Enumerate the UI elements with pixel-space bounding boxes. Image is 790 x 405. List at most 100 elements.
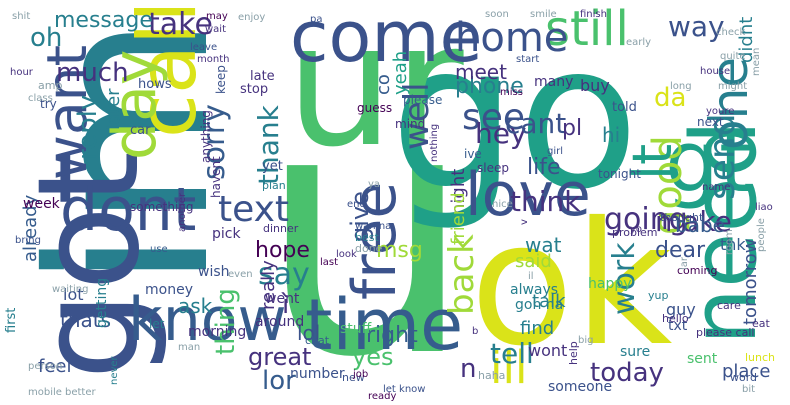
- word: say: [258, 257, 310, 292]
- word: talk: [532, 291, 566, 312]
- word: wont: [528, 341, 568, 360]
- word: mind: [395, 117, 426, 131]
- word: home: [455, 15, 569, 61]
- word: word: [730, 371, 758, 384]
- word: friend: [448, 192, 469, 245]
- word: another: [177, 192, 188, 232]
- word: said: [515, 251, 552, 272]
- word: co: [373, 74, 394, 95]
- word: gon na: [515, 297, 564, 313]
- word: best: [355, 231, 379, 244]
- word: happy: [588, 276, 632, 292]
- word: feel: [38, 356, 72, 377]
- word: yeah: [390, 50, 411, 95]
- word: babe: [675, 213, 725, 237]
- word: yet: [262, 159, 283, 174]
- word: today: [590, 358, 664, 388]
- word: pl: [562, 116, 583, 141]
- word: wish: [198, 264, 230, 280]
- word: going: [604, 202, 688, 237]
- word: check: [716, 27, 746, 38]
- word: hour: [10, 67, 33, 78]
- word: keep: [214, 65, 228, 94]
- word: back: [442, 234, 482, 315]
- word: next: [697, 115, 724, 129]
- word: use: [150, 244, 168, 255]
- word: something: [130, 200, 194, 214]
- word: please: [403, 93, 443, 107]
- word: go: [390, 1, 640, 234]
- word: hi: [602, 123, 621, 147]
- word: il: [528, 271, 534, 282]
- word: oh: [30, 23, 63, 53]
- word: wait: [205, 24, 227, 35]
- word: tell: [490, 337, 534, 370]
- word: ì: [282, 290, 290, 320]
- word: dear: [655, 238, 706, 263]
- word: n: [460, 354, 477, 384]
- word: waiting: [52, 284, 89, 295]
- word: ready: [368, 391, 397, 402]
- word: last: [320, 257, 339, 268]
- word: u: [258, 36, 474, 405]
- word: early: [626, 37, 652, 48]
- word: lar: [679, 256, 690, 270]
- word: dont: [60, 175, 197, 245]
- word: hey: [475, 117, 527, 150]
- word: think: [510, 185, 581, 218]
- word: bring: [15, 235, 41, 246]
- word: might: [718, 81, 748, 92]
- word: sleep: [477, 161, 509, 175]
- word: v: [519, 219, 530, 225]
- word: ur: [286, 0, 464, 185]
- word: gt: [665, 113, 753, 212]
- word: lor: [262, 366, 296, 396]
- word: txt: [668, 318, 688, 334]
- word: mobile: [28, 387, 62, 398]
- word: know: [128, 285, 287, 355]
- word: care: [717, 299, 741, 312]
- word: reply: [73, 94, 103, 160]
- word: way: [668, 10, 725, 43]
- word: phone: [455, 74, 524, 99]
- word: week: [23, 196, 60, 212]
- word: leave: [190, 42, 218, 53]
- word: money: [145, 282, 193, 298]
- word: sent: [687, 351, 718, 367]
- word: girl: [547, 146, 564, 157]
- word: ask: [178, 294, 213, 318]
- word: youre: [706, 106, 735, 117]
- word: eat: [752, 317, 770, 330]
- word: car: [130, 123, 151, 138]
- word: better: [65, 387, 96, 398]
- word: wat: [525, 233, 562, 257]
- word: msg: [376, 238, 423, 263]
- word: tonight: [598, 167, 641, 181]
- word: later: [103, 88, 124, 130]
- word: mean: [751, 47, 762, 76]
- word: stop: [240, 82, 269, 97]
- word: month: [197, 54, 230, 65]
- word: start: [516, 54, 540, 65]
- word: let: [149, 317, 165, 331]
- word: done: [355, 242, 383, 255]
- word: see: [462, 97, 526, 138]
- word: late: [250, 69, 275, 84]
- word: big: [578, 335, 594, 346]
- word: person: [28, 361, 63, 372]
- word: let know: [383, 384, 426, 395]
- word: told: [612, 100, 637, 115]
- word: never: [109, 356, 120, 385]
- word: time: [305, 284, 464, 366]
- word: hope: [255, 238, 310, 263]
- word: come: [290, 0, 483, 78]
- word: buy: [580, 76, 610, 95]
- word: long: [670, 81, 692, 92]
- word: problem: [612, 226, 658, 239]
- word: havent: [209, 156, 223, 198]
- word: wan na: [355, 221, 392, 232]
- word: try: [40, 97, 57, 111]
- word: sure: [620, 344, 651, 360]
- word: look: [336, 249, 357, 260]
